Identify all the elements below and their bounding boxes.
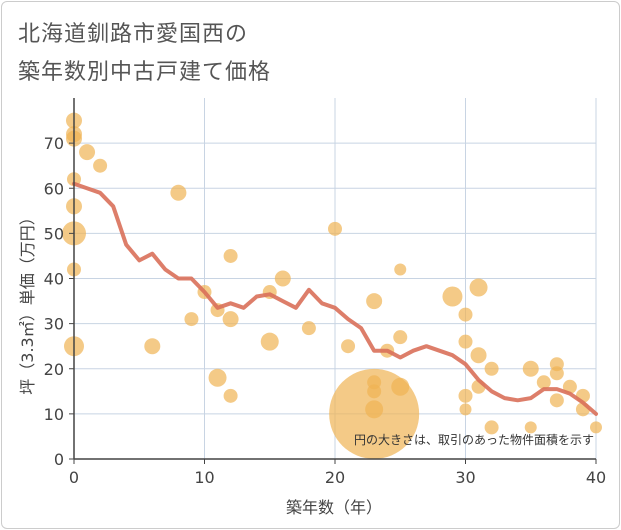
data-bubble xyxy=(469,278,488,297)
data-bubble xyxy=(484,361,499,376)
trend-layer xyxy=(72,181,598,416)
data-bubble xyxy=(184,312,199,327)
x-tick-label: 0 xyxy=(69,468,79,487)
data-bubble xyxy=(274,270,291,287)
y-tick-label: 40 xyxy=(44,270,64,289)
x-axis-label: 築年数（年） xyxy=(286,498,382,517)
axes: 0 10 20 30 40 50 60 70 0 10 20 30 40 xyxy=(44,98,606,487)
data-bubble xyxy=(223,388,238,403)
data-bubble xyxy=(394,263,407,276)
data-bubble xyxy=(393,330,408,345)
y-tick-label: 0 xyxy=(54,450,64,469)
data-bubble xyxy=(365,400,384,419)
y-tick-label: 60 xyxy=(44,179,64,198)
data-bubble xyxy=(301,321,316,336)
data-bubble xyxy=(442,286,463,307)
data-bubble xyxy=(208,368,227,387)
data-bubble xyxy=(549,393,564,408)
data-bubble xyxy=(458,388,473,403)
y-tick-label: 50 xyxy=(44,224,64,243)
data-bubble xyxy=(222,311,239,328)
data-bubble xyxy=(170,184,187,201)
data-bubble xyxy=(524,421,537,434)
data-bubble xyxy=(341,339,356,354)
data-bubble xyxy=(223,248,238,263)
bubble-layer xyxy=(62,112,602,459)
data-bubble xyxy=(459,403,472,416)
data-bubble xyxy=(470,347,487,364)
y-axis-label: 坪（3.3㎡）単価（万円） xyxy=(18,209,37,394)
data-bubble xyxy=(367,384,382,399)
data-bubble xyxy=(144,338,161,355)
x-tick-label: 20 xyxy=(325,468,345,487)
data-bubble xyxy=(590,421,602,434)
data-bubble xyxy=(391,377,410,396)
size-annotation: 円の大きさは、取引のあった物件面積を示す xyxy=(354,432,594,447)
data-bubble xyxy=(522,360,539,377)
x-tick-label: 10 xyxy=(194,468,214,487)
data-bubble xyxy=(260,332,279,351)
x-tick-label: 40 xyxy=(586,468,606,487)
chart-title-line2: 築年数別中古戸建て価格 xyxy=(18,60,272,85)
data-bubble xyxy=(458,307,473,322)
chart-title-line1: 北海道釧路市愛国西の xyxy=(18,22,249,47)
y-tick-label: 30 xyxy=(44,315,64,334)
y-tick-label: 20 xyxy=(44,360,64,379)
data-bubble xyxy=(93,158,108,173)
data-bubble xyxy=(484,420,499,435)
data-bubble xyxy=(458,334,473,349)
x-tick-label: 30 xyxy=(455,468,475,487)
y-tick-label: 70 xyxy=(44,134,64,153)
trend-line xyxy=(72,181,598,416)
data-bubble xyxy=(79,144,96,161)
y-tick-label: 10 xyxy=(44,405,64,424)
data-bubble xyxy=(328,221,342,236)
data-bubble xyxy=(549,366,564,381)
data-bubble xyxy=(366,293,383,310)
data-bubble xyxy=(536,375,551,390)
